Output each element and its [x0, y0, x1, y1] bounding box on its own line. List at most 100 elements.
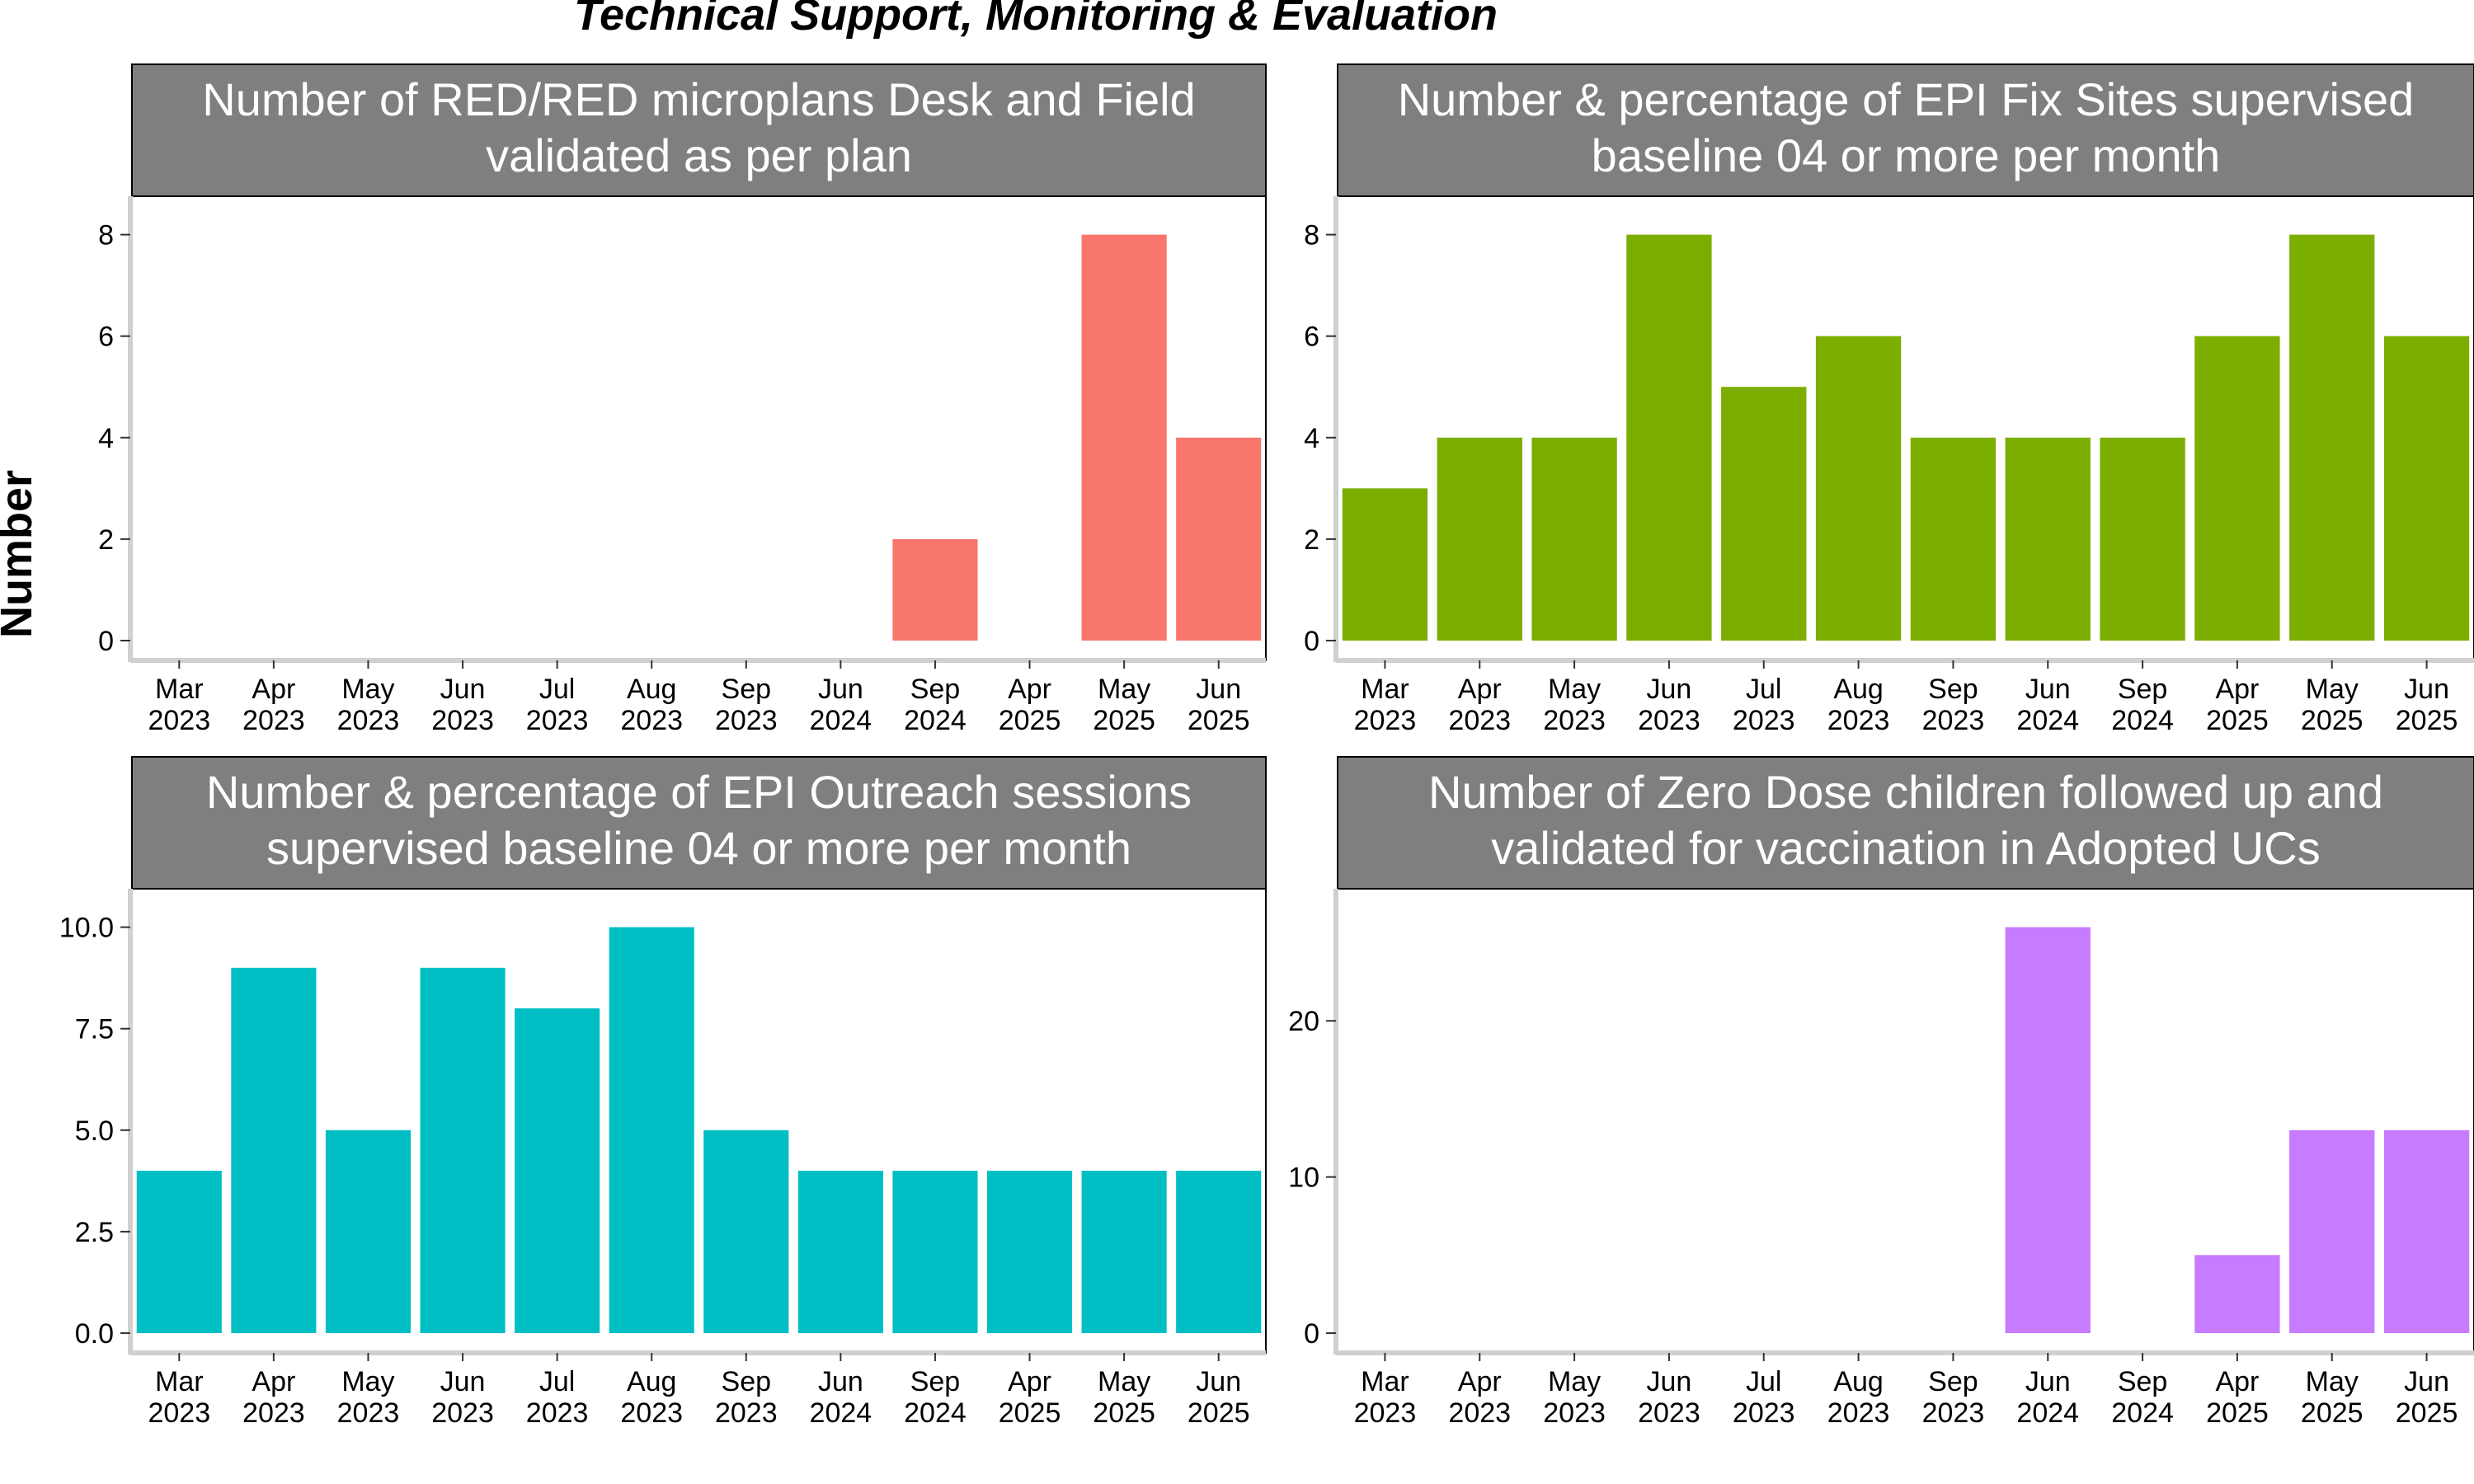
x-tick-month: May [1548, 674, 1601, 705]
y-tick-label: 2 [1304, 524, 1319, 556]
x-tick-month: Aug [1833, 1366, 1884, 1397]
x-tick-month: Apr [1008, 674, 1051, 705]
x-tick-label: May 2025 [2301, 674, 2363, 736]
x-tick-label: May 2023 [1543, 1366, 1606, 1429]
bar-sep-2023 [1910, 437, 1997, 641]
x-tick-year: 2023 [1448, 1397, 1511, 1429]
bar-jun-2024 [2005, 437, 2091, 641]
x-tick-year: 2024 [2016, 705, 2079, 736]
plot-area [1337, 195, 2474, 661]
bar-jun-2024 [797, 1171, 883, 1333]
panel-2: Number & percentage of EPI Fix Sites sup… [1304, 63, 2474, 736]
x-tick-month: Jul [1746, 1366, 1781, 1397]
x-tick-year: 2025 [2206, 705, 2269, 736]
x-tick-label: Jul 2023 [526, 674, 589, 736]
y-tick-label: 10 [1288, 1162, 1319, 1194]
x-tick-month: Apr [2215, 674, 2259, 705]
x-tick-month: Apr [252, 1366, 295, 1397]
x-tick-label: Apr 2025 [999, 674, 1061, 736]
x-tick-month: Mar [1361, 674, 1409, 705]
y-tick-label: 0 [1304, 626, 1319, 657]
x-tick-month: Apr [1008, 1366, 1051, 1397]
bar-jun-2025 [1176, 1171, 1262, 1333]
x-tick-year: 2023 [526, 1397, 589, 1429]
x-tick-year: 2023 [1733, 705, 1795, 736]
chart-panels: Number of RED/RED microplans Desk and Fi… [59, 63, 2474, 1429]
figure-title: Technical Support, Monitoring & Evaluati… [574, 0, 1498, 40]
x-tick-year: 2023 [431, 705, 494, 736]
x-tick-year: 2024 [2111, 1397, 2174, 1429]
x-tick-label: May 2025 [1093, 1366, 1155, 1429]
x-tick-label: Jun 2023 [1638, 1366, 1700, 1429]
panel-title-line: Number & percentage of EPI Outreach sess… [206, 766, 1192, 818]
x-tick-label: Jun 2024 [2016, 674, 2079, 736]
panel-title-line: Number & percentage of EPI Fix Sites sup… [1398, 73, 2415, 125]
x-tick-label: Jul 2023 [1733, 1366, 1795, 1429]
x-tick-label: Mar 2023 [1354, 674, 1417, 736]
x-tick-year: 2024 [904, 705, 967, 736]
bar-apr-2023 [231, 967, 317, 1333]
x-tick-year: 2025 [2301, 1397, 2363, 1429]
x-tick-month: Jul [539, 674, 575, 705]
x-tick-year: 2023 [337, 705, 400, 736]
y-tick-label: 6 [98, 322, 114, 353]
x-tick-month: Mar [155, 674, 204, 705]
panel-title-line: Number of RED/RED microplans Desk and Fi… [202, 73, 1195, 125]
x-tick-month: Sep [910, 674, 961, 705]
x-tick-year: 2023 [1638, 1397, 1700, 1429]
x-tick-year: 2025 [2206, 1397, 2269, 1429]
x-tick-month: Jun [818, 674, 863, 705]
panel-title-strip [131, 756, 1267, 890]
x-tick-year: 2023 [1354, 705, 1417, 736]
x-tick-label: Sep 2023 [1922, 1366, 1985, 1429]
bar-apr-2025 [2194, 1255, 2280, 1333]
x-tick-month: Jun [1196, 1366, 1241, 1397]
x-tick-label: Apr 2025 [2206, 1366, 2269, 1429]
x-tick-year: 2023 [1827, 705, 1890, 736]
x-tick-month: May [1548, 1366, 1601, 1397]
x-tick-year: 2024 [810, 705, 872, 736]
panel-3: Number & percentage of EPI Outreach sess… [59, 756, 1267, 1429]
bar-aug-2023 [609, 927, 694, 1333]
x-tick-year: 2023 [242, 1397, 305, 1429]
x-tick-label: Jul 2023 [1733, 674, 1795, 736]
panel-title-line: baseline 04 or more per month [1592, 129, 2221, 181]
y-tick-label: 4 [98, 423, 114, 454]
panel-title-line: supervised baseline 04 or more per month [266, 822, 1131, 874]
x-tick-year: 2023 [148, 705, 210, 736]
x-tick-month: Sep [722, 674, 772, 705]
x-tick-year: 2025 [1188, 1397, 1250, 1429]
x-tick-label: May 2025 [2301, 1366, 2363, 1429]
x-tick-year: 2023 [148, 1397, 210, 1429]
bar-sep-2023 [703, 1129, 789, 1333]
x-tick-month: Jun [440, 674, 486, 705]
x-tick-year: 2023 [620, 705, 683, 736]
x-tick-month: Apr [252, 674, 295, 705]
x-tick-month: Mar [1361, 1366, 1409, 1397]
x-tick-label: Sep 2024 [2111, 1366, 2174, 1429]
x-tick-label: Jun 2023 [431, 674, 494, 736]
y-tick-label: 2.5 [75, 1217, 114, 1248]
bar-jun-2025 [2383, 1129, 2470, 1333]
bar-apr-2025 [986, 1171, 1073, 1333]
panel-title-strip [1337, 756, 2474, 890]
x-tick-label: Sep 2024 [2111, 674, 2174, 736]
bar-may-2023 [1531, 437, 1617, 641]
bar-jun-2025 [1176, 437, 1262, 641]
x-tick-month: Apr [1458, 674, 1502, 705]
x-tick-label: Mar 2023 [148, 674, 210, 736]
bar-jun-2025 [2383, 336, 2470, 641]
x-tick-label: Sep 2023 [715, 674, 778, 736]
y-tick-label: 7.5 [75, 1014, 114, 1045]
x-tick-month: Sep [1928, 1366, 1978, 1397]
x-tick-label: Jun 2025 [2396, 1366, 2458, 1429]
x-tick-month: May [2306, 674, 2359, 705]
x-tick-year: 2023 [1827, 1397, 1890, 1429]
x-tick-month: Jun [2404, 1366, 2449, 1397]
x-tick-label: Aug 2023 [1827, 674, 1890, 736]
x-tick-year: 2024 [2016, 1397, 2079, 1429]
y-tick-label: 8 [98, 220, 114, 251]
x-tick-year: 2024 [904, 1397, 967, 1429]
x-tick-year: 2023 [1543, 705, 1606, 736]
bar-mar-2023 [1342, 488, 1428, 641]
